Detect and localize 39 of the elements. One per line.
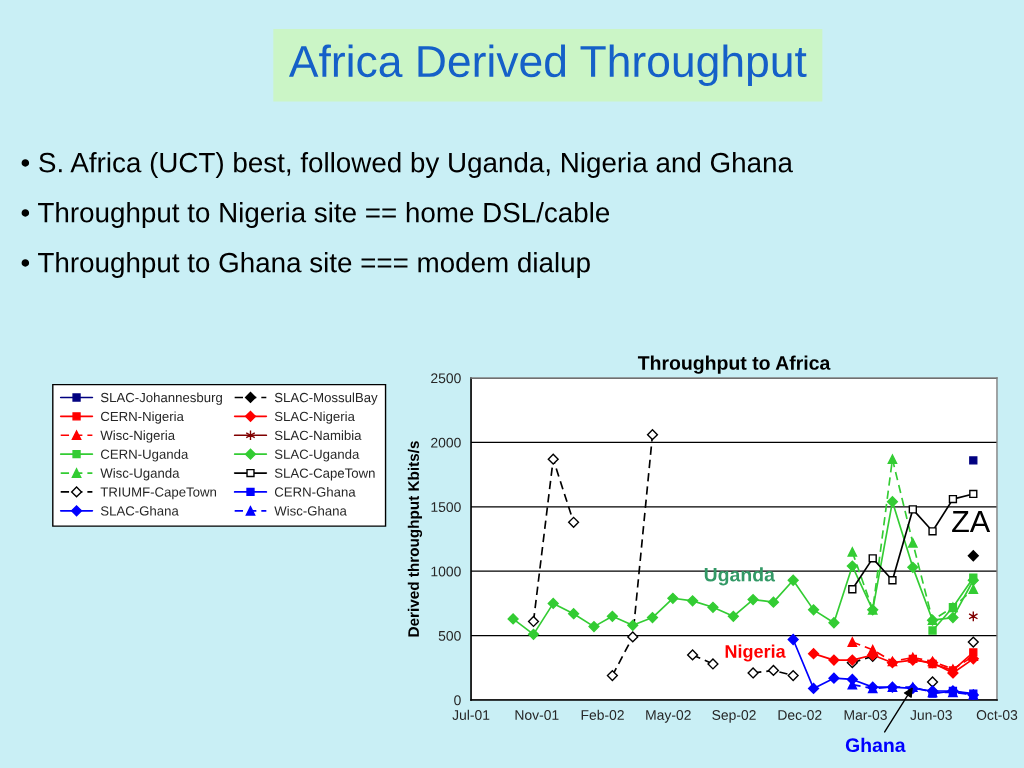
x-tick-label: Oct-03 — [976, 710, 1018, 720]
legend-label: SLAC-Johannesburg — [100, 392, 222, 405]
text: • Throughput to Ghana site === modem dialup — [21, 252, 590, 278]
x-tick-label: Jul-01 — [452, 709, 490, 720]
legend-label: SLAC-Uganda — [274, 449, 360, 462]
y-tick-label: 1000 — [431, 566, 461, 577]
x-tick-label: Jun-03 — [910, 710, 952, 720]
legend-label: SLAC-MossulBay — [274, 392, 378, 405]
annotation: ZA — [952, 511, 991, 533]
x-tick-label: Dec-02 — [778, 710, 822, 720]
text: • S. Africa (UCT) best, followed by Uganda, Nigeria and Ghana — [21, 152, 793, 178]
y-axis-title: Derived throughput Kbits/s — [407, 441, 423, 637]
x-tick-label: Nov-01 — [515, 710, 559, 720]
annotation: Uganda — [704, 567, 776, 586]
legend-label: CERN-Ghana — [274, 487, 356, 497]
legend-label: Wisc-Uganda — [100, 468, 180, 481]
text: • Throughput to Nigeria site == home DSL/cable — [21, 202, 610, 228]
legend-label: CERN-Nigeria — [100, 411, 184, 424]
legend-label: SLAC-Nigeria — [274, 411, 355, 424]
annotation: Ghana — [845, 737, 906, 753]
annotation: Nigeria — [725, 644, 786, 662]
chart-subtitle: Throughput to Africa — [637, 355, 831, 374]
legend-label: CERN-Uganda — [100, 449, 189, 462]
x-tick-label: Sep-02 — [712, 710, 756, 723]
legend-label: TRIUMF-CapeTown — [100, 487, 217, 500]
legend-label: SLAC-Ghana — [100, 505, 179, 516]
chart-title: Africa Derived Throughput — [288, 44, 807, 86]
legend-label: SLAC-Namibia — [274, 430, 362, 441]
legend-label: SLAC-CapeTown — [274, 468, 375, 481]
y-tick-label: 2000 — [431, 437, 461, 448]
y-tick-label: 2500 — [431, 373, 461, 384]
legend-label: Wisc-Ghana — [274, 505, 347, 516]
y-tick-label: 1500 — [431, 502, 461, 512]
y-tick-label: 0 — [454, 695, 461, 706]
x-tick-label: Feb-02 — [581, 709, 624, 720]
y-tick-label: 500 — [438, 630, 461, 641]
x-tick-label: Mar-03 — [844, 710, 887, 720]
legend-label: Wisc-Nigeria — [100, 430, 176, 443]
x-tick-label: May-02 — [646, 710, 691, 723]
